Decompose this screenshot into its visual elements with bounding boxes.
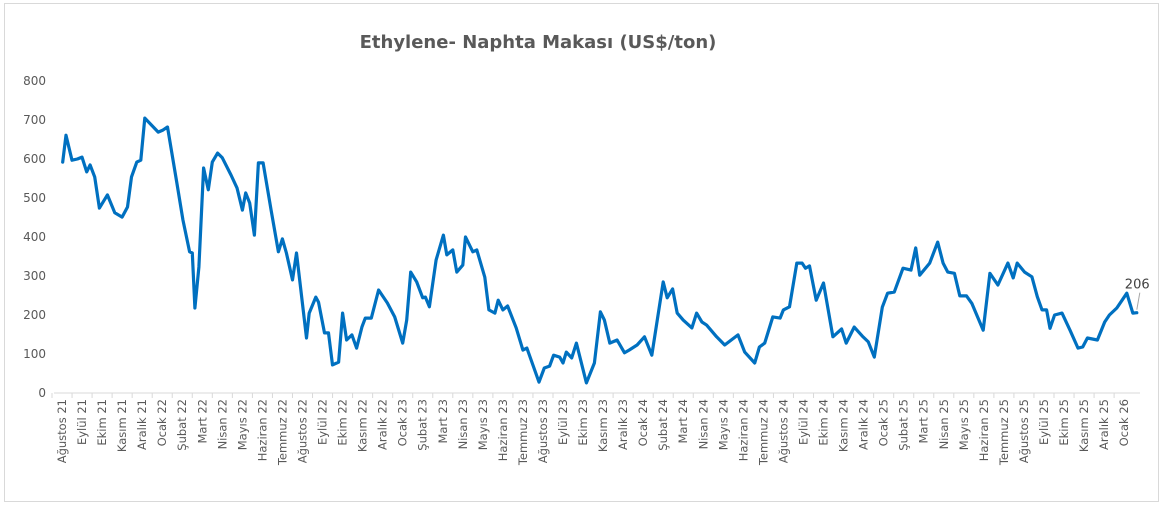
x-tick-label: Aralık 25	[1097, 399, 1111, 450]
data-label-last: 206	[1125, 278, 1150, 293]
x-tick-label: Mayıs 24	[716, 399, 730, 450]
y-axis: 0 100 200 300 400 500 600 700 800	[23, 74, 46, 400]
y-tick-label: 0	[38, 386, 46, 400]
x-tick-label: Haziran 24	[736, 399, 750, 461]
x-tick-label: Ocak 24	[636, 399, 650, 446]
x-tick-label: Haziran 25	[977, 399, 991, 461]
x-tick-label: Aralık 21	[135, 399, 149, 450]
x-tick-label: Şubat 23	[416, 399, 430, 451]
x-tick-label: Nisan 24	[696, 399, 710, 449]
x-tick-label: Ekim 25	[1057, 399, 1071, 446]
x-tick-label: Mayıs 22	[235, 399, 249, 450]
x-tick-label: Ekim 21	[95, 399, 109, 446]
x-tick-label: Haziran 23	[496, 399, 510, 461]
x-tick-label: Nisan 25	[937, 399, 951, 449]
x-tick-label: Temmuz 24	[756, 399, 770, 466]
x-tick-label: Ağustos 22	[295, 399, 309, 463]
x-tick-label: Mayıs 23	[476, 399, 490, 450]
x-tick-label: Eylül 24	[796, 399, 810, 445]
y-tick-label: 100	[23, 347, 46, 361]
y-tick-label: 200	[23, 308, 46, 322]
x-tick-label: Ağustos 21	[55, 399, 69, 463]
x-tick-label: Eylül 22	[316, 399, 330, 445]
y-tick-label: 500	[23, 191, 46, 205]
y-tick-label: 300	[23, 269, 46, 283]
x-tick-label: Ocak 23	[396, 399, 410, 446]
x-tick-label: Eylül 25	[1037, 399, 1051, 445]
y-tick-label: 600	[23, 152, 46, 166]
x-tick-label: Temmuz 22	[275, 399, 289, 466]
x-tick-label: Eylül 23	[556, 399, 570, 445]
x-tick-label: Ocak 26	[1117, 399, 1131, 446]
y-tick-label: 400	[23, 230, 46, 244]
x-tick-label: Şubat 25	[897, 399, 911, 451]
x-tick-label: Ağustos 24	[776, 399, 790, 463]
chart-frame	[4, 3, 1159, 502]
x-tick-label: Kasım 22	[356, 399, 370, 452]
x-tick-label: Ekim 22	[336, 399, 350, 446]
x-axis: Ağustos 21 Eylül 21 Ekim 21 Kasım 21 Aralık …	[51, 392, 1140, 466]
series-layer	[61, 116, 1139, 385]
x-tick-label: Şubat 22	[175, 399, 189, 451]
x-tick-label: Aralık 23	[616, 399, 630, 450]
annotations: 206	[1125, 278, 1150, 310]
chart-title: Ethylene- Naphta Makası (US$/ton)	[360, 32, 717, 53]
x-tick-label: Mayıs 25	[957, 399, 971, 450]
x-tick-label: Mart 23	[436, 399, 450, 444]
x-tick-label: Mart 25	[917, 399, 931, 444]
y-tick-label: 800	[23, 74, 46, 88]
x-tick-label: Kasım 24	[837, 399, 851, 452]
x-tick-label: Haziran 22	[255, 399, 269, 461]
data-label-leader	[1136, 292, 1141, 310]
x-tick-label: Ocak 25	[877, 399, 891, 446]
x-tick-label: Nisan 22	[215, 399, 229, 449]
x-tick-label: Ocak 22	[155, 399, 169, 446]
x-tick-label: Kasım 23	[596, 399, 610, 452]
y-tick-label: 700	[23, 113, 46, 127]
series-line	[61, 116, 1139, 385]
x-tick-label: Mart 22	[195, 399, 209, 444]
x-tick-label: Aralık 22	[376, 399, 390, 450]
x-tick-label: Ağustos 25	[1017, 399, 1031, 463]
x-tick-label: Temmuz 25	[997, 399, 1011, 466]
x-tick-label: Temmuz 23	[516, 399, 530, 466]
x-tick-label: Mart 24	[676, 399, 690, 444]
x-tick-label: Ekim 23	[576, 399, 590, 446]
x-tick-label: Şubat 24	[656, 399, 670, 451]
x-tick-label: Eylül 21	[75, 399, 89, 445]
x-tick-label: Ekim 24	[817, 399, 831, 446]
x-tick-label: Nisan 23	[456, 399, 470, 449]
x-tick-label: Kasım 21	[115, 399, 129, 452]
x-tick-label: Kasım 25	[1077, 399, 1091, 452]
x-tick-label: Aralık 24	[857, 399, 871, 450]
x-tick-label: Ağustos 23	[536, 399, 550, 463]
